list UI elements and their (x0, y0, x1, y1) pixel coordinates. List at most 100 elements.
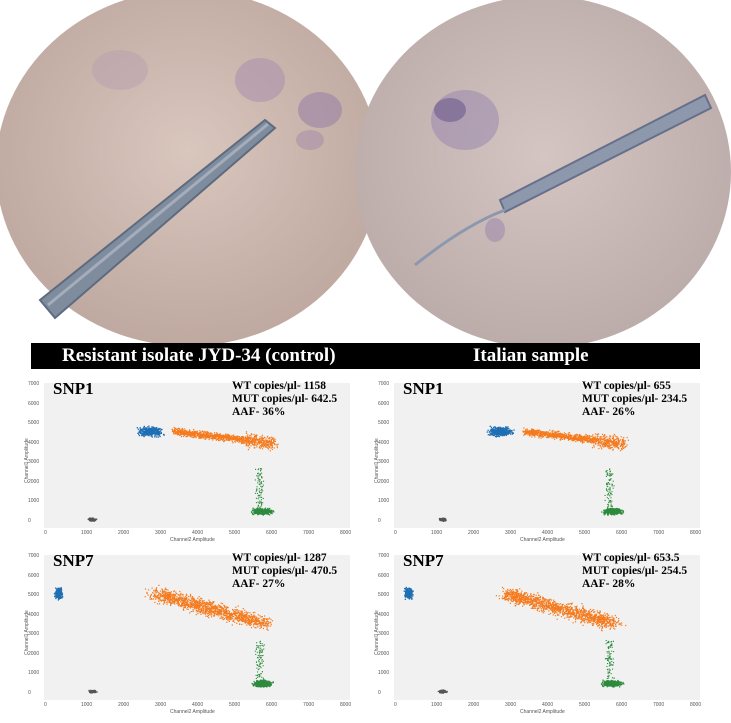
copy-number-stats: WT copies/µl- 1158 MUT copies/µl- 642.5 AA… (232, 380, 337, 419)
y-tick-label: 0 (28, 689, 31, 696)
ddpcr-panel-p1: Channel1 Amplitude 7000 6000 5000 4000 3000 20… (10, 373, 358, 545)
x-tick-label: 3000 (155, 530, 167, 536)
y-tick-label: 3000 (28, 459, 40, 465)
x-axis-label: Channel2 Amplitude (170, 709, 215, 715)
y-tick-label: 2000 (378, 478, 390, 485)
x-tick-label: 8000 (340, 702, 352, 708)
wt-value: WT copies/µl- 1287 (232, 552, 327, 564)
snp-label: SNP1 (53, 379, 94, 398)
x-tick-label: 0 (394, 702, 397, 708)
x-tick-label: 5000 (579, 702, 591, 708)
x-tick-label: 2000 (118, 530, 130, 536)
x-tick-label: 3000 (155, 702, 167, 708)
y-tick-label: 2000 (28, 650, 40, 657)
y-tick-label: 7000 (378, 553, 390, 559)
x-tick-label: 6000 (266, 530, 278, 536)
x-tick-label: 8000 (340, 530, 352, 536)
x-axis-label: Channel2 Amplitude (170, 537, 215, 543)
y-tick-label: 1000 (28, 670, 40, 676)
x-tick-label: 8000 (690, 530, 702, 536)
copy-number-stats: WT copies/µl- 1287 MUT copies/µl- 470.5 AA… (232, 552, 337, 591)
y-tick-label: 3000 (378, 631, 390, 637)
y-tick-label: 0 (378, 517, 381, 524)
wt-value: WT copies/µl- 1158 (232, 380, 326, 392)
banner-right-title: Italian sample (473, 345, 589, 366)
x-tick-label: 4000 (192, 702, 204, 708)
copy-number-stats: WT copies/µl- 655 MUT copies/µl- 234.5 AAF… (582, 380, 687, 419)
ddpcr-panel-p2: Channel1 Amplitude 7000 6000 5000 4000 3000 20… (360, 373, 708, 545)
x-tick-label: 1000 (81, 530, 93, 536)
mut-value: MUT copies/µl- 642.5 (232, 393, 338, 405)
y-tick-label: 0 (28, 517, 31, 524)
micrograph-control (0, 0, 376, 345)
x-tick-label: 7000 (653, 530, 665, 536)
y-tick-label: 5000 (28, 420, 40, 426)
x-tick-label: 1000 (431, 530, 443, 536)
x-tick-label: 0 (44, 702, 47, 708)
x-tick-label: 5000 (579, 530, 591, 536)
y-tick-label: 4000 (378, 611, 390, 618)
x-tick-label: 5000 (229, 530, 241, 536)
x-tick-label: 0 (394, 530, 397, 536)
ddpcr-panel-p3: Channel1 Amplitude 7000 6000 5000 4000 3000 20… (10, 545, 358, 717)
scatter-plot-area (394, 383, 700, 528)
x-tick-label: 7000 (303, 702, 315, 708)
banner-left-title: Resistant isolate JYD-34 (control) (62, 345, 336, 366)
x-tick-label: 6000 (266, 702, 278, 708)
aaf-value: AAF- 27% (232, 578, 286, 590)
scatter-plot-area (44, 383, 350, 528)
x-tick-label: 2000 (468, 702, 480, 708)
x-tick-label: 4000 (542, 530, 554, 536)
y-tick-label: 6000 (28, 400, 40, 407)
y-tick-label: 6000 (28, 572, 40, 579)
y-tick-label: 7000 (378, 381, 390, 387)
x-tick-label: 4000 (192, 530, 204, 536)
x-tick-label: 0 (44, 530, 47, 536)
y-tick-label: 5000 (378, 592, 390, 598)
snp-label: SNP7 (53, 551, 94, 570)
x-tick-label: 3000 (505, 530, 517, 536)
droplet-scatter (438, 425, 629, 522)
y-tick-label: 7000 (28, 553, 40, 559)
wt-value: WT copies/µl- 655 (582, 380, 671, 392)
x-axis-label: Channel2 Amplitude (520, 537, 565, 543)
droplet-scatter (403, 586, 627, 694)
y-tick-label: 5000 (28, 592, 40, 598)
x-tick-label: 4000 (542, 702, 554, 708)
y-tick-label: 3000 (378, 459, 390, 465)
x-tick-label: 1000 (81, 702, 93, 708)
aaf-value: AAF- 26% (582, 406, 636, 418)
scatter-plot-area (44, 555, 350, 700)
y-tick-label: 0 (378, 689, 381, 696)
x-tick-label: 1000 (431, 702, 443, 708)
wt-value: WT copies/µl- 653.5 (582, 552, 680, 564)
droplet-scatter (53, 584, 274, 694)
scatter-plot-area (394, 555, 700, 700)
y-tick-label: 4000 (28, 611, 40, 618)
aaf-value: AAF- 36% (232, 406, 286, 418)
title-banner: Resistant isolate JYD-34 (control) Itali… (31, 343, 700, 369)
snp-label: SNP7 (403, 551, 444, 570)
y-tick-label: 7000 (28, 381, 40, 387)
micrograph-italian-sample (355, 0, 731, 345)
aaf-value: AAF- 28% (582, 578, 636, 590)
y-tick-label: 1000 (28, 498, 40, 504)
x-tick-label: 6000 (616, 702, 628, 708)
y-tick-label: 5000 (378, 420, 390, 426)
y-tick-label: 2000 (378, 650, 390, 657)
y-tick-label: 6000 (378, 400, 390, 407)
mut-value: MUT copies/µl- 254.5 (582, 565, 688, 577)
y-tick-label: 4000 (378, 439, 390, 446)
x-tick-label: 7000 (303, 530, 315, 536)
x-tick-label: 8000 (690, 702, 702, 708)
mut-value: MUT copies/µl- 470.5 (232, 565, 338, 577)
x-tick-label: 6000 (616, 530, 628, 536)
x-tick-label: 5000 (229, 702, 241, 708)
x-axis-label: Channel2 Amplitude (520, 709, 565, 715)
y-tick-label: 1000 (378, 498, 390, 504)
y-tick-label: 1000 (378, 670, 390, 676)
x-tick-label: 7000 (653, 702, 665, 708)
ddpcr-panel-p4: Channel1 Amplitude 7000 6000 5000 4000 3000 20… (360, 545, 708, 717)
x-tick-label: 2000 (118, 702, 130, 708)
x-tick-label: 3000 (505, 702, 517, 708)
